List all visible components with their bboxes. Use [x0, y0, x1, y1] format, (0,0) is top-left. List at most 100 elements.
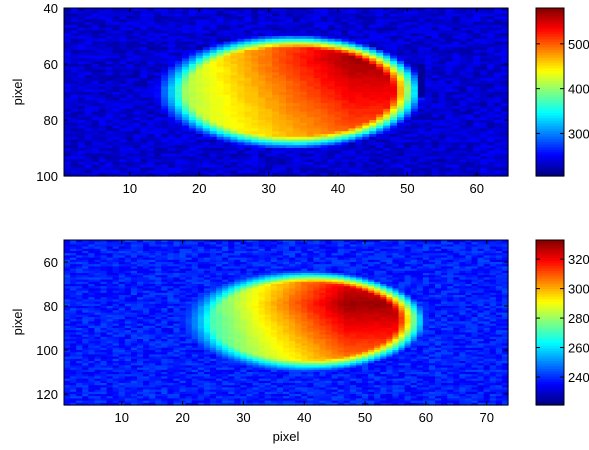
heatmap-cell — [222, 268, 229, 272]
heatmap-cell — [473, 159, 481, 163]
heatmap-cell — [431, 55, 440, 59]
heatmap-cell — [84, 19, 93, 23]
heatmap-cell — [320, 58, 329, 62]
heatmap-cell — [154, 72, 162, 76]
heatmap-cell — [258, 24, 266, 29]
heatmap-cell — [343, 259, 351, 263]
heatmap-cell — [140, 150, 148, 155]
heatmap-cell — [435, 240, 442, 243]
heatmap-cell — [341, 80, 350, 85]
heatmap-cell — [105, 114, 114, 118]
heatmap-cell — [84, 66, 93, 71]
heatmap-cell — [237, 134, 245, 138]
colorbar-swatch — [536, 118, 564, 122]
heatmap-cell — [251, 33, 259, 37]
heatmap-cell — [327, 148, 336, 152]
heatmap-cell — [265, 167, 273, 171]
heatmap-cell — [64, 106, 72, 110]
heatmap-cell — [112, 162, 121, 166]
heatmap-cell — [299, 153, 308, 157]
heatmap-cell — [64, 27, 72, 31]
heatmap-cell — [313, 100, 322, 104]
heatmap-cell — [161, 27, 169, 31]
heatmap-cell — [445, 80, 454, 85]
heatmap-cell — [106, 264, 114, 267]
heatmap-cell — [376, 94, 384, 99]
heatmap-cell — [343, 244, 351, 248]
heatmap-cell — [147, 78, 155, 82]
heatmap-cell — [355, 83, 363, 87]
heatmap-cell — [286, 117, 294, 121]
heatmap-cell — [459, 89, 467, 93]
heatmap-cell — [334, 164, 343, 169]
heatmap-cell — [441, 244, 448, 248]
heatmap-cell — [209, 148, 218, 152]
heatmap-cell — [374, 268, 381, 272]
heatmap-cell — [286, 64, 294, 68]
heatmap-cell — [279, 114, 287, 118]
heatmap-cell — [494, 136, 502, 141]
heatmap-cell — [216, 103, 225, 107]
heatmap-cell — [376, 22, 384, 26]
heatmap-cell — [480, 80, 488, 85]
heatmap-cell — [202, 19, 211, 23]
colorbar-swatch — [536, 76, 564, 80]
heatmap-cell — [431, 50, 440, 54]
heatmap-cell — [416, 262, 424, 265]
heatmap-cell — [209, 52, 218, 57]
heatmap-cell — [112, 150, 121, 155]
heatmap-cell — [140, 8, 148, 12]
heatmap-cell — [202, 114, 211, 118]
heatmap-cell — [279, 64, 287, 68]
heatmap-cell — [84, 162, 93, 166]
heatmap-cell — [459, 156, 467, 160]
heatmap-cell — [376, 64, 384, 68]
heatmap-cell — [334, 134, 343, 138]
heatmap-cell — [424, 30, 433, 34]
heatmap-cell — [445, 24, 454, 29]
heatmap-cell — [445, 145, 454, 149]
heatmap-cell — [452, 131, 461, 135]
heatmap-cell — [368, 257, 375, 261]
heatmap-cell — [438, 139, 447, 143]
heatmap-cell — [292, 10, 301, 15]
heatmap-cell — [77, 125, 86, 129]
heatmap-cell — [112, 19, 121, 23]
heatmap-cell — [501, 38, 509, 43]
heatmap-cell — [403, 108, 412, 113]
heatmap-cell — [306, 36, 315, 40]
heatmap-cell — [130, 251, 138, 254]
heatmap-cell — [246, 240, 254, 243]
heatmap-cell — [265, 69, 273, 73]
heatmap-cell — [459, 100, 467, 104]
heatmap-cell — [341, 69, 350, 73]
heatmap-cell — [230, 16, 239, 20]
heatmap-cell — [435, 246, 442, 250]
heatmap-cell — [230, 83, 239, 87]
heatmap-cell — [306, 164, 315, 169]
heatmap-cell — [320, 24, 329, 29]
heatmap-cell — [480, 41, 488, 45]
heatmap-cell — [349, 251, 357, 254]
heatmap-cell — [369, 24, 377, 29]
heatmap-cell — [279, 103, 287, 107]
heatmap-cell — [355, 262, 363, 265]
heatmap-cell — [202, 111, 211, 115]
heatmap-cell — [341, 128, 350, 132]
heatmap-cell — [452, 170, 461, 174]
heatmap-cell — [325, 255, 333, 259]
heatmap-cell — [313, 30, 322, 34]
heatmap-cell — [147, 44, 155, 48]
heatmap-cell — [403, 83, 412, 87]
heatmap-cell — [383, 128, 391, 132]
heatmap-cell — [327, 24, 336, 29]
heatmap-cell — [452, 75, 461, 79]
heatmap-cell — [325, 262, 333, 265]
heatmap-cell — [445, 33, 454, 37]
heatmap-cell — [501, 266, 509, 270]
heatmap-cell — [265, 86, 273, 90]
heatmap-cell — [91, 44, 100, 48]
heatmap-cell — [487, 117, 495, 121]
heatmap-cell — [168, 80, 176, 85]
heatmap-cell — [334, 66, 343, 71]
